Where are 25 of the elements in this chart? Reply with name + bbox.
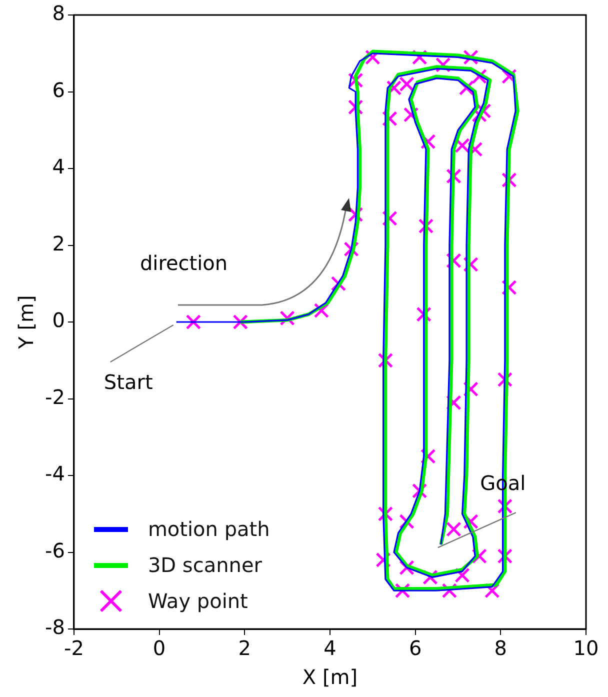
x-tick-label: 2	[238, 636, 251, 660]
y-tick-label: 0	[52, 308, 65, 332]
y-tick-label: -8	[44, 615, 65, 640]
x-tick-label: 0	[152, 636, 166, 660]
y-tick-label: -6	[44, 538, 65, 562]
x-tick-label: 4	[324, 636, 336, 660]
y-tick-label: -2	[44, 384, 65, 409]
x-tick-label: 8	[494, 636, 508, 660]
y-tick-label: -4	[44, 462, 65, 486]
annotation: direction	[140, 251, 228, 276]
y-tick-label: 8	[52, 1, 65, 26]
legend-label: motion path	[148, 517, 270, 541]
x-tick-label: 10	[573, 636, 599, 660]
legend-label: Way point	[148, 589, 248, 613]
y-axis-title: Y [m]	[14, 295, 38, 350]
legend-label: 3D scanner	[148, 553, 262, 577]
point	[399, 76, 414, 92]
x-tick-label: 6	[408, 636, 422, 660]
y-tick-label: 6	[52, 78, 65, 102]
point	[454, 568, 470, 583]
y-tick-label: 2	[52, 231, 65, 256]
y-tick-label: 4	[52, 154, 65, 179]
x-axis-title: X [m]	[302, 665, 358, 690]
point	[446, 522, 462, 537]
annotation: Start	[104, 370, 153, 394]
